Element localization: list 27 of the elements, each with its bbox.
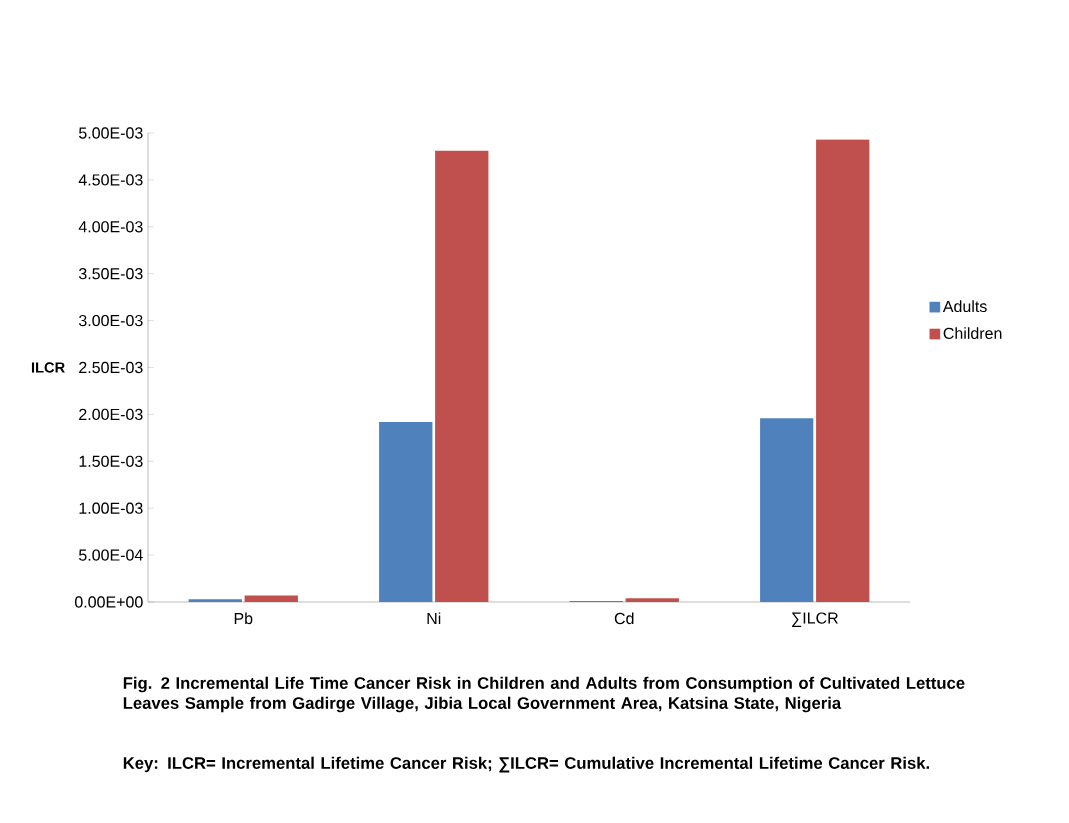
x-tick-label: Cd — [614, 612, 634, 625]
x-tick-label: ∑ILCR — [792, 612, 838, 627]
y-tick-label: 3.00E-03 — [78, 314, 143, 327]
y-tick-label: 3.50E-03 — [78, 268, 143, 280]
legend-label: Children — [943, 327, 1002, 339]
y-tick-label: 2.00E-03 — [79, 408, 143, 421]
y-tick-label: 2.50E-03 — [79, 361, 143, 374]
bar — [435, 150, 489, 602]
y-tick-label: 0.00E+00 — [74, 596, 143, 608]
x-tick-label: Ni — [427, 612, 441, 624]
y-tick-label: 1.50E-03 — [79, 455, 143, 467]
bar — [379, 421, 433, 602]
y-tick-label: 4.00E-03 — [78, 221, 143, 233]
bar — [244, 595, 298, 602]
y-tick-label: 4.50E-03 — [78, 174, 143, 186]
y-tick-label: 5.00E-03 — [79, 127, 143, 139]
y-axis-title: ILCR — [31, 362, 65, 373]
text: Fig. 2 Incremental Life Time Cancer Risk in Children and Adults from Consumption of Cultivated Lettuce Leaves Sample from Gadirge Village, Jibia Local Government Area, Katsina State, Nigeria — [123, 676, 965, 713]
y-tick-label: 1.00E-03 — [79, 502, 143, 514]
bar — [625, 598, 679, 602]
bar — [816, 139, 870, 602]
text: Key: ILCR= Incremental Lifetime Cancer Risk; ∑ILCR= Cumulative Incremental Lifetime Cancer Risk. — [123, 756, 929, 773]
bar — [760, 418, 814, 602]
legend-label: Adults — [942, 300, 987, 313]
x-tick-label: Pb — [234, 612, 253, 625]
bar — [188, 599, 242, 602]
y-tick-label: 5.00E-04 — [79, 549, 143, 561]
